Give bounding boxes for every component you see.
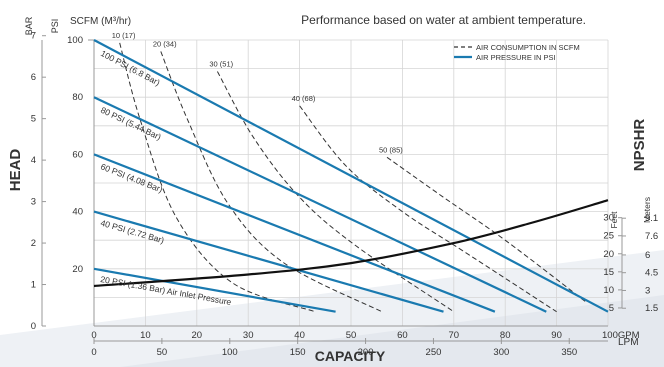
right-axis-label: NPSHR xyxy=(631,119,648,172)
air-pressure-curve xyxy=(93,39,609,313)
x-tick-lpm: 150 xyxy=(290,347,306,358)
y-units-psi: PSI xyxy=(50,19,60,34)
y-tick-bar: 7 xyxy=(31,31,36,42)
y-units-bar: BAR xyxy=(24,16,34,35)
x-tick-lpm: 250 xyxy=(426,347,442,358)
npshr-feet-tick: 5 xyxy=(609,303,614,314)
npshr-curve xyxy=(93,199,609,288)
air-curve-label: 10 (17) xyxy=(112,31,136,40)
npshr-feet-tick: 30 xyxy=(603,213,614,224)
y-tick-bar: 4 xyxy=(31,155,36,166)
x-tick-lpm: 350 xyxy=(561,347,577,358)
legend-air-consumption: AIR CONSUMPTION IN SCFM xyxy=(476,43,580,52)
air-curve-label: 30 (51) xyxy=(209,59,233,68)
y-tick-psi: 60 xyxy=(72,149,83,160)
npshr-meters-tick: 1.5 xyxy=(645,303,658,314)
y-axis-label: HEAD xyxy=(7,149,24,192)
chart-title: Performance based on water at ambient te… xyxy=(301,13,586,27)
npshr-feet-units: Feet xyxy=(609,211,619,229)
x-tick-gpm: 60 xyxy=(397,330,408,341)
x-units-lpm: LPM xyxy=(618,337,639,348)
legend-air-pressure: AIR PRESSURE IN PSI xyxy=(476,53,556,62)
npshr-feet-tick: 25 xyxy=(603,231,614,242)
npshr-meters-tick: 4.5 xyxy=(645,268,658,279)
y-tick-psi: 40 xyxy=(72,207,83,218)
air-consumption-curve xyxy=(216,71,455,313)
npshr-meters-units: Meters xyxy=(642,197,652,223)
npshr-meters-tick: 3 xyxy=(645,285,650,296)
x-axis-label: CAPACITY xyxy=(315,348,386,364)
y-tick-psi: 100 xyxy=(67,35,83,46)
npshr-meters-tick: 9.1 xyxy=(645,213,658,224)
npshr-meters-tick: 7.6 xyxy=(645,231,658,242)
air-pressure-curve xyxy=(93,210,444,313)
air-consumption-curve xyxy=(119,42,316,313)
curve-labels: 10 (17) 20 (34) 30 (51) 40 (68) 50 (85) 100 P… xyxy=(99,31,403,307)
air-curve-label: 20 (34) xyxy=(153,39,177,48)
npshr-feet-tick: 20 xyxy=(603,249,614,260)
x-tick-gpm: 50 xyxy=(346,330,357,341)
x-tick-gpm: 90 xyxy=(551,330,562,341)
x-tick-lpm: 0 xyxy=(91,347,96,358)
y-tick-bar: 2 xyxy=(31,238,36,249)
x-tick-gpm: 0 xyxy=(91,330,96,341)
x-tick-lpm: 200 xyxy=(358,347,374,358)
air-pressure-curve xyxy=(93,96,547,313)
x-tick-gpm: 10 xyxy=(140,330,151,341)
x-tick-gpm: 80 xyxy=(500,330,511,341)
legend: AIR CONSUMPTION IN SCFM AIR PRESSURE IN … xyxy=(454,43,580,62)
air-curve-label: 40 (68) xyxy=(292,94,316,103)
y-tick-psi: 80 xyxy=(72,92,83,103)
x-tick-lpm: 300 xyxy=(493,347,509,358)
x-tick-gpm: 100GPM xyxy=(602,330,640,341)
pressure-curve-label: 80 PSI (5.44 Bar) xyxy=(99,105,163,142)
air-consumption-curve xyxy=(386,156,588,304)
x-tick-gpm: 70 xyxy=(449,330,460,341)
npshr-feet-tick: 15 xyxy=(603,267,614,278)
scfm-label: SCFM (M³/hr) xyxy=(70,16,131,27)
y-tick-bar: 5 xyxy=(31,114,36,125)
air-curve-label: 50 (85) xyxy=(379,145,403,154)
y-tick-psi: 20 xyxy=(72,264,83,275)
x-tick-gpm: 40 xyxy=(294,330,305,341)
air-pressure-curves xyxy=(93,39,609,313)
pressure-curve-label: 100 PSI (6.8 Bar) xyxy=(99,48,162,88)
air-consumption-curve xyxy=(160,51,383,313)
air-pressure-curve xyxy=(93,153,496,313)
x-tick-gpm: 30 xyxy=(243,330,254,341)
y-tick-bar: 3 xyxy=(31,197,36,208)
air-pressure-curve xyxy=(93,267,336,313)
npshr-meters-tick: 6 xyxy=(645,250,650,261)
x-tick-lpm: 50 xyxy=(157,347,168,358)
air-consumption-curve xyxy=(299,105,557,313)
npshr-feet-tick: 10 xyxy=(603,285,614,296)
x-tick-lpm: 100 xyxy=(222,347,238,358)
y-tick-bar: 0 xyxy=(31,321,36,332)
npshr-curve-group xyxy=(93,199,609,288)
y-tick-bar: 6 xyxy=(31,72,36,83)
y-tick-bar: 1 xyxy=(31,280,36,291)
axes xyxy=(41,40,623,342)
x-tick-gpm: 20 xyxy=(192,330,203,341)
